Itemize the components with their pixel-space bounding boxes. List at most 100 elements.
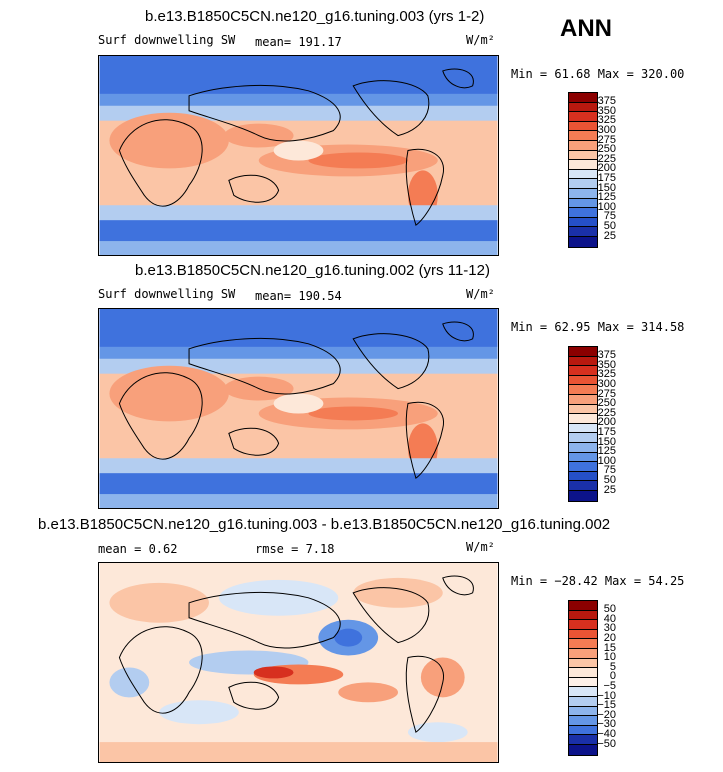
panel-3-map-field (99, 563, 498, 762)
colorbar-swatch (569, 394, 597, 405)
colorbar-tick-label: 75 (603, 464, 616, 477)
colorbar-swatch (569, 404, 597, 415)
season-label: ANN (560, 15, 612, 42)
colorbar-swatch (569, 462, 597, 472)
colorbar-tick-label: 175 (597, 425, 616, 438)
colorbar-tick-label: 275 (597, 133, 616, 146)
colorbar-tick-label: −10 (597, 689, 616, 702)
colorbar-swatch (569, 687, 597, 697)
colorbar-tick-label: 75 (603, 210, 616, 223)
colorbar-tick-label: 325 (597, 368, 616, 381)
colorbar-tick-label: 40 (603, 612, 616, 625)
colorbar-swatch (569, 648, 597, 659)
colorbar-swatch (569, 121, 597, 132)
colorbar-tick-label: 175 (597, 171, 616, 184)
colorbar-tick-label: 225 (597, 152, 616, 165)
colorbar-swatch (569, 725, 597, 736)
colorbar-tick-label: 125 (597, 191, 616, 204)
panel-3-units: W/m² (466, 540, 495, 554)
panel-3-mean: mean = 0.62 (98, 542, 178, 556)
panel-1-units: W/m² (466, 33, 495, 47)
panel-3-minmax: Min = −28.42 Max = 54.25 (511, 574, 685, 588)
panel-2-variable: Surf downwelling SW (98, 287, 236, 301)
colorbar-swatch (569, 93, 597, 103)
colorbar-swatch (569, 423, 597, 434)
colorbar-swatch (569, 385, 597, 395)
colorbar-tick-label: 100 (597, 454, 616, 467)
colorbar-tick-label: −15 (597, 699, 616, 712)
colorbar-swatch (569, 227, 597, 237)
colorbar-tick-label: 50 (603, 603, 616, 616)
panel-2-title: b.e13.B1850C5CN.ne120_g16.tuning.002 (yr… (135, 262, 490, 279)
colorbar-swatch (569, 677, 597, 688)
colorbar-swatch (569, 471, 597, 482)
panel-2-map-field (99, 309, 498, 508)
colorbar-swatch (569, 706, 597, 717)
colorbar-tick-label: 225 (597, 406, 616, 419)
colorbar-tick-label: 50 (603, 473, 616, 486)
colorbar-swatch (569, 452, 597, 463)
colorbar-tick-label: 100 (597, 200, 616, 213)
colorbar-swatch (569, 716, 597, 726)
colorbar-tick-label: 200 (597, 162, 616, 175)
colorbar-tick-label: 275 (597, 387, 616, 400)
panel-1-mean: mean= 191.17 (255, 35, 342, 49)
colorbar-tick-label: −30 (597, 718, 616, 731)
colorbar-tick-label: −50 (597, 737, 616, 750)
panel-2-colorbar (568, 346, 598, 502)
colorbar-swatch (569, 414, 597, 424)
colorbar-tick-label: 50 (603, 219, 616, 232)
colorbar-swatch (569, 442, 597, 453)
colorbar-swatch (569, 131, 597, 141)
colorbar-swatch (569, 490, 597, 501)
colorbar-swatch (569, 610, 597, 621)
colorbar-swatch (569, 347, 597, 357)
colorbar-swatch (569, 236, 597, 247)
panel-2-minmax: Min = 62.95 Max = 314.58 (511, 320, 685, 334)
colorbar-swatch (569, 160, 597, 170)
colorbar-tick-label: 25 (603, 229, 616, 242)
panel-2-mean: mean= 190.54 (255, 289, 342, 303)
colorbar-swatch (569, 169, 597, 180)
colorbar-tick-label: 300 (597, 377, 616, 390)
colorbar-swatch (569, 658, 597, 669)
colorbar-swatch (569, 620, 597, 630)
colorbar-swatch (569, 102, 597, 113)
colorbar-tick-label: 350 (597, 104, 616, 117)
panel-1-variable: Surf downwelling SW (98, 33, 236, 47)
colorbar-swatch (569, 433, 597, 443)
colorbar-tick-label: 200 (597, 416, 616, 429)
colorbar-tick-label: 10 (603, 651, 616, 664)
panel-2-map (98, 308, 499, 509)
colorbar-tick-label: −5 (603, 679, 616, 692)
colorbar-tick-label: 375 (597, 95, 616, 108)
colorbar-swatch (569, 481, 597, 491)
colorbar-swatch (569, 696, 597, 707)
panel-1-map (98, 55, 499, 256)
colorbar-tick-label: 375 (597, 349, 616, 362)
colorbar-swatch (569, 112, 597, 122)
colorbar-swatch (569, 150, 597, 161)
colorbar-tick-label: 125 (597, 445, 616, 458)
colorbar-swatch (569, 744, 597, 755)
panel-3-rmse: rmse = 7.18 (255, 542, 335, 556)
panel-3-colorbar (568, 600, 598, 756)
colorbar-tick-label: −40 (597, 727, 616, 740)
colorbar-swatch (569, 366, 597, 376)
panel-1-title: b.e13.B1850C5CN.ne120_g16.tuning.003 (yr… (145, 8, 485, 25)
colorbar-tick-label: 300 (597, 123, 616, 136)
colorbar-swatch (569, 629, 597, 640)
colorbar-swatch (569, 639, 597, 649)
colorbar-tick-label: 20 (603, 631, 616, 644)
colorbar-swatch (569, 140, 597, 151)
panel-2-units: W/m² (466, 287, 495, 301)
colorbar-tick-label: 0 (609, 670, 616, 683)
colorbar-tick-label: 150 (597, 435, 616, 448)
colorbar-tick-label: 5 (609, 660, 616, 673)
panel-3-map (98, 562, 499, 763)
colorbar-swatch (569, 179, 597, 189)
colorbar-tick-label: −20 (597, 708, 616, 721)
colorbar-tick-label: 250 (597, 397, 616, 410)
colorbar-swatch (569, 375, 597, 386)
panel-1-minmax: Min = 61.68 Max = 320.00 (511, 67, 685, 81)
